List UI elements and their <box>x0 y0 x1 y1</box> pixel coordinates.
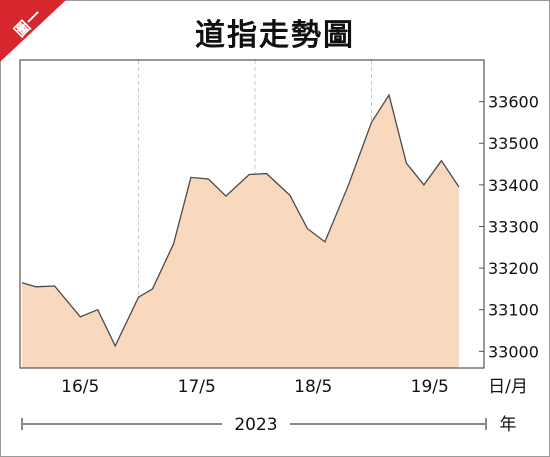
y-tick-label: 33400 <box>488 176 539 195</box>
price-line <box>21 93 460 348</box>
y-tick-label: 33000 <box>488 342 539 361</box>
y-tick-label: 33300 <box>488 217 539 236</box>
x-unit-label: 日/月 <box>488 377 528 397</box>
y-tick-label: 33500 <box>488 134 539 153</box>
price-area <box>22 95 459 368</box>
y-tick-label: 33600 <box>488 93 539 112</box>
chart-title: 道指走勢圖 <box>195 18 355 53</box>
figure-badge <box>0 0 66 62</box>
year-unit-label: 年 <box>500 415 517 435</box>
year-label: 2023 <box>234 415 277 435</box>
x-tick-label: 19/5 <box>411 377 449 397</box>
x-tick-label: 16/5 <box>61 377 99 397</box>
plot-border <box>19 59 485 369</box>
x-tick-label: 17/5 <box>178 377 216 397</box>
y-tick-label: 33100 <box>488 301 539 320</box>
x-tick-label: 18/5 <box>294 377 332 397</box>
y-tick-label: 33200 <box>488 259 539 278</box>
